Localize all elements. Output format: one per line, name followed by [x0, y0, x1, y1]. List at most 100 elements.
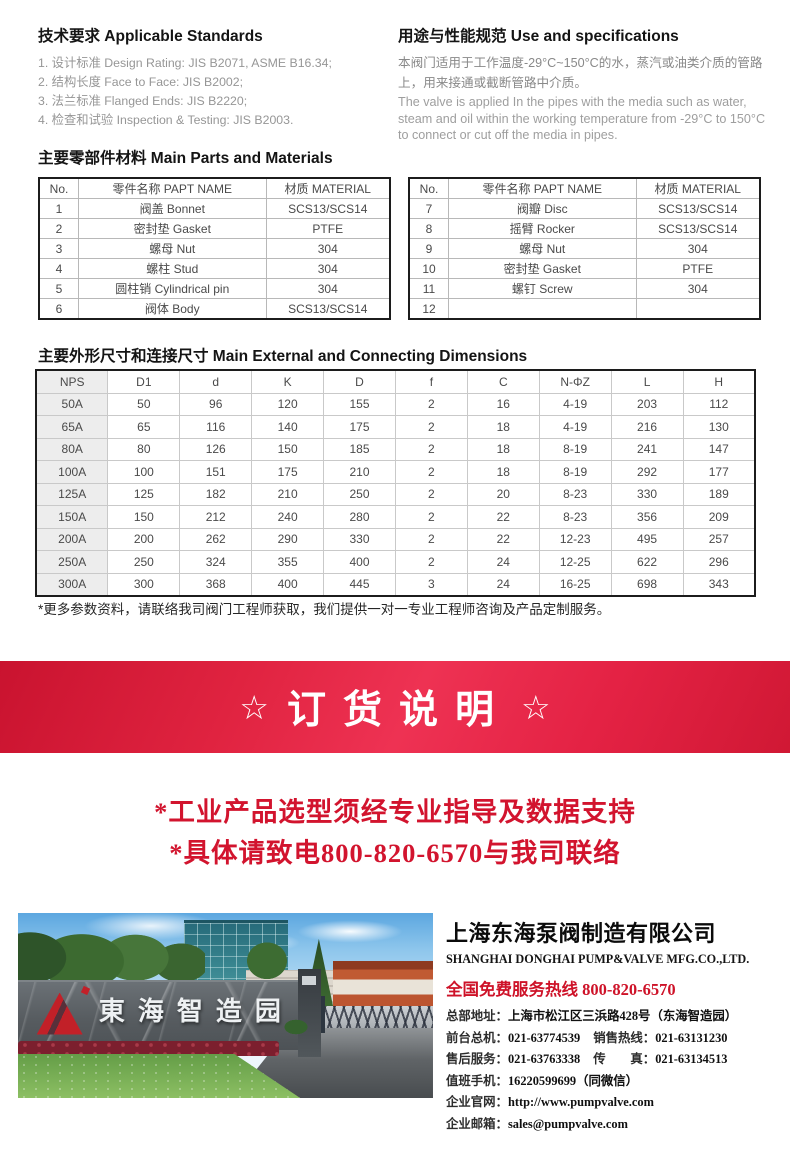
use-spec-text-cn: 本阀门适用于工作温度-29°C~150°C的水，蒸汽或油类介质的管路上，用来接通…: [398, 56, 763, 90]
standards-list: 1. 设计标准 Design Rating: JIS B2071, ASME B…: [38, 54, 394, 130]
company-name-cn: 上海东海泵阀制造有限公司: [446, 921, 717, 946]
table-row: 65A 65 116 140 175 2 18 4-19 216 130: [35, 415, 756, 439]
table-cell: 120: [251, 392, 325, 416]
table-header-cell: D1: [107, 369, 181, 394]
table-cell: 3: [394, 572, 468, 597]
table-cell: 296: [682, 550, 756, 574]
contact-value: 16220599699（同微信）: [507, 1073, 639, 1088]
table-cell: 698: [610, 572, 684, 597]
table-cell: 2: [38, 218, 79, 239]
table-cell: 螺钉 Screw: [448, 278, 637, 299]
table-cell: 495: [610, 527, 684, 551]
table-cell: 11: [408, 278, 449, 299]
website-link[interactable]: http://www.pumpvalve.com: [507, 1095, 654, 1110]
table-header-cell: 零件名称 PAPT NAME: [448, 177, 637, 199]
table-row: 12: [408, 298, 761, 320]
table-row: 6 阀体 Body SCS13/SCS14: [38, 298, 391, 320]
contact-label: 售后服务：: [446, 1052, 508, 1067]
table-cell: 6: [38, 298, 79, 320]
table-cell: 209: [682, 505, 756, 529]
table-cell: 292: [610, 460, 684, 484]
table-cell: 150: [251, 437, 325, 461]
list-item: *具体请致电800-820-6570与我司联络: [169, 838, 621, 868]
standards-title: 技术要求 Applicable Standards: [38, 28, 263, 45]
table-cell: 16: [466, 392, 540, 416]
table-cell: 100A: [35, 460, 109, 484]
table-header-cell: f: [394, 369, 468, 394]
table-cell: [448, 298, 637, 320]
contact-row-phones-1: 前台总机：021-63774539 销售热线：021-63131230: [446, 1028, 786, 1050]
dimensions-section-title: 主要外形尺寸和连接尺寸 Main External and Connecting…: [38, 348, 528, 365]
contact-label: 传 真：: [593, 1052, 656, 1067]
table-cell: 250A: [35, 550, 109, 574]
contact-row-mobile: 值班手机：16220599699（同微信）: [446, 1071, 786, 1093]
table-cell: 175: [251, 460, 325, 484]
table-cell: 螺柱 Stud: [78, 258, 267, 279]
table-cell: 18: [466, 460, 540, 484]
table-cell: 130: [682, 415, 756, 439]
table-cell: 8-19: [538, 437, 612, 461]
table-cell: 140: [251, 415, 325, 439]
table-cell: 12: [408, 298, 449, 320]
photo-gate: [320, 1005, 433, 1028]
table-row: 10 密封垫 Gasket PTFE: [408, 258, 761, 279]
table-cell: 密封垫 Gasket: [78, 218, 267, 239]
table-cell: 304: [265, 238, 391, 259]
table-cell: 304: [265, 258, 391, 279]
table-cell: PTFE: [265, 218, 391, 239]
table-row: 7 阀瓣 Disc SCS13/SCS14: [408, 198, 761, 219]
table-cell: 304: [265, 278, 391, 299]
table-header-cell: 零件名称 PAPT NAME: [78, 177, 267, 199]
table-cell: SCS13/SCS14: [635, 198, 761, 219]
list-item: *工业产品选型须经专业指导及数据支持: [154, 797, 636, 827]
contact-label: 前台总机：: [446, 1030, 508, 1045]
table-cell: 圆柱销 Cylindrical pin: [78, 278, 267, 299]
table-cell: 2: [394, 482, 468, 506]
table-cell: SCS13/SCS14: [265, 298, 391, 320]
table-cell: 2: [394, 437, 468, 461]
table-cell: 65A: [35, 415, 109, 439]
table-cell: 400: [323, 550, 396, 574]
table-cell: 330: [323, 527, 396, 551]
table-header-cell: L: [610, 369, 684, 394]
table-cell: 50: [107, 392, 181, 416]
table-cell: 7: [408, 198, 449, 219]
table-header-cell: NPS: [35, 369, 109, 394]
table-cell: 175: [323, 415, 396, 439]
table-cell: 400: [251, 572, 325, 597]
table-row: 2 密封垫 Gasket PTFE: [38, 218, 391, 239]
table-cell: 155: [323, 392, 396, 416]
table-cell: 5: [38, 278, 79, 299]
table-cell: 18: [466, 437, 540, 461]
table-cell: 356: [610, 505, 684, 529]
table-row: 300A 300 368 400 445 3 24 16-25 698 343: [35, 572, 756, 597]
table-cell: 622: [610, 550, 684, 574]
table-cell: 10: [408, 258, 449, 279]
table-cell: 螺母 Nut: [78, 238, 267, 259]
use-specifications-section: 用途与性能规范 Use and specifications 本阀门适用于工作温…: [398, 24, 776, 144]
table-cell: 280: [323, 505, 396, 529]
photo-pillar-sign: [301, 975, 316, 986]
photo-wall-sign-text: 東海智造园: [98, 995, 294, 1026]
table-cell: 2: [394, 505, 468, 529]
table-cell: 304: [635, 278, 761, 299]
materials-section-title: 主要零部件材料 Main Parts and Materials: [38, 150, 333, 167]
table-cell: 200A: [35, 527, 109, 551]
table-cell: 2: [394, 460, 468, 484]
contact-list: 总部地址：上海市松江区三浜路428号（东海智造园） 前台总机：021-63774…: [446, 1006, 786, 1136]
hotline-label: 全国免费服务热线: [446, 980, 578, 999]
contact-value: 021-63763338: [507, 1052, 581, 1067]
contact-label: 企业邮箱：: [446, 1116, 508, 1131]
table-cell: 257: [682, 527, 756, 551]
table-row: 150A 150 212 240 280 2 22 8-23 356 209: [35, 505, 756, 529]
table-cell: 阀体 Body: [78, 298, 267, 320]
materials-header-row: No. 零件名称 PAPT NAME 材质 MATERIAL: [38, 177, 391, 199]
table-cell: 3: [38, 238, 79, 259]
table-cell: 1: [38, 198, 79, 219]
materials-table-left: No. 零件名称 PAPT NAME 材质 MATERIAL 1 阀盖 Bonnet S…: [38, 177, 391, 320]
table-cell: 96: [179, 392, 253, 416]
slogan-lines: *工业产品选型须经专业指导及数据支持 *具体请致电800-820-6570与我司联…: [0, 792, 790, 874]
table-cell: 368: [179, 572, 253, 597]
email-link[interactable]: sales@pumpvalve.com: [507, 1116, 628, 1131]
